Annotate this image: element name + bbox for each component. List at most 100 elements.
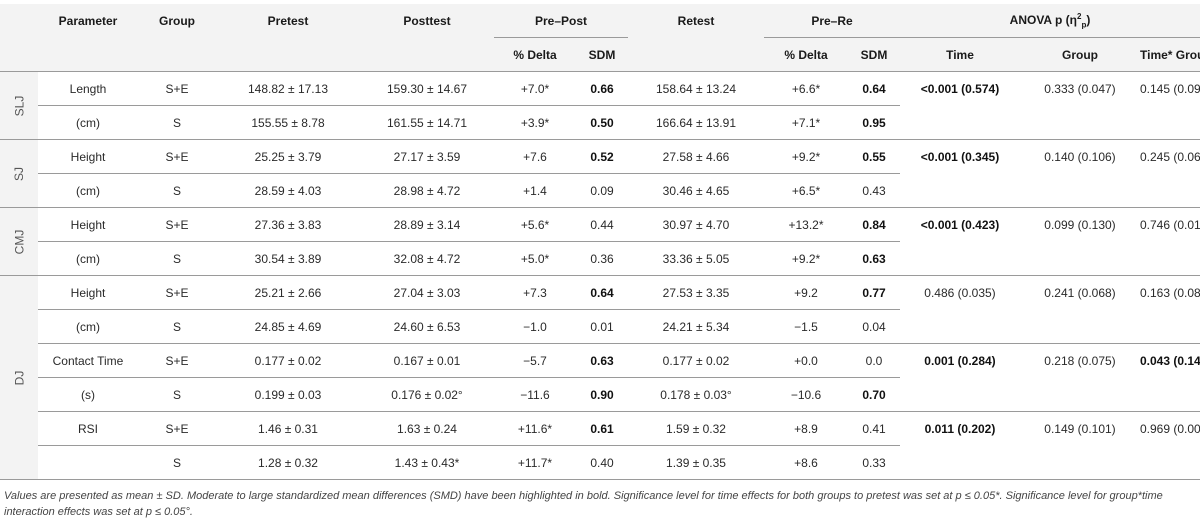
cell-param: RSI — [77, 421, 98, 436]
cell-sdm-pre-re: 0.04 — [848, 309, 900, 344]
cell-retest: 27.58 ± 4.66 — [662, 149, 730, 164]
header-sdm-2: SDM — [848, 37, 900, 72]
cell-anova-group: 0.149 (0.101) — [1044, 421, 1116, 436]
cell-retest: 30.46 ± 4.65 — [628, 173, 764, 208]
cell-pretest: 1.28 ± 0.32 — [216, 445, 360, 480]
header-parameter: Parameter — [38, 4, 138, 38]
cell-retest: 0.177 ± 0.02 — [662, 353, 730, 368]
cell-anova-time: 0.001 (0.284) — [924, 353, 996, 368]
cell-sdm-pre-re: 0.55 — [862, 149, 886, 164]
cell-retest: 158.64 ± 13.24 — [656, 81, 736, 96]
header-sdm-1: SDM — [576, 37, 628, 72]
table-row: SLJ Length S+E 148.82 ± 17.13 159.30 ± 1… — [0, 71, 1200, 140]
header-pct-delta-2: % Delta — [764, 37, 848, 72]
header-anova: ANOVA p (η2p) — [900, 4, 1200, 38]
cell-sdm-pre-post: 0.40 — [576, 445, 628, 480]
table-row: DJ Height S+E 25.21 ± 2.66 27.04 ± 3.03 … — [0, 275, 1200, 480]
cell-sdm-pre-post: 0.50 — [576, 105, 628, 140]
table-row: CMJ Height S+E 27.36 ± 3.83 28.89 ± 3.14… — [0, 207, 1200, 276]
cell-param: (cm) — [38, 241, 138, 276]
cell-pretest: 28.59 ± 4.03 — [216, 173, 360, 208]
cell-param: Length — [69, 81, 107, 96]
table-row: (s) S 0.199 ± 0.03 0.176 ± 0.02° −11.6 0… — [0, 377, 1200, 412]
cell-sdm-pre-re: 0.70 — [848, 377, 900, 412]
cell-pretest: 27.36 ± 3.83 — [254, 217, 322, 232]
cell-group: S — [138, 377, 216, 412]
cell-retest: 33.36 ± 5.05 — [628, 241, 764, 276]
cell-retest: 1.59 ± 0.32 — [666, 421, 726, 436]
cell-group: S — [138, 309, 216, 344]
table-row: (cm) S 28.59 ± 4.03 28.98 ± 4.72 +1.4 0.… — [0, 173, 1200, 208]
cell-anova-time: <0.001 (0.345) — [920, 149, 1000, 164]
cell-pretest: 0.199 ± 0.03 — [216, 377, 360, 412]
table-row: SJ Height S+E 25.25 ± 3.79 27.17 ± 3.59 … — [0, 139, 1200, 208]
cell-delta-pre-post: −11.6 — [494, 377, 576, 412]
cell-sdm-pre-post: 0.01 — [576, 309, 628, 344]
cell-anova-time: 0.011 (0.202) — [924, 421, 996, 436]
cell-delta-pre-post: +11.7* — [494, 445, 576, 480]
cell-sdm-pre-re: 0.41 — [862, 421, 886, 436]
cell-delta-pre-re: +8.6 — [764, 445, 848, 480]
cell-delta-pre-re: +9.2* — [791, 149, 821, 164]
cell-group: S+E — [165, 353, 189, 368]
cell-group: S+E — [165, 217, 189, 232]
cell-pretest: 25.21 ± 2.66 — [254, 285, 322, 300]
cell-posttest: 27.04 ± 3.03 — [393, 285, 461, 300]
cell-pretest: 30.54 ± 3.89 — [216, 241, 360, 276]
cell-anova-group: 0.099 (0.130) — [1044, 217, 1116, 232]
cell-retest: 24.21 ± 5.34 — [628, 309, 764, 344]
cell-pretest: 0.177 ± 0.02 — [254, 353, 322, 368]
cell-posttest: 28.98 ± 4.72 — [360, 173, 494, 208]
cell-param: (cm) — [38, 309, 138, 344]
cell-group: S+E — [165, 81, 189, 96]
cell-group: S+E — [165, 149, 189, 164]
header-group: Group — [138, 4, 216, 38]
cell-anova-group: 0.140 (0.106) — [1044, 149, 1116, 164]
cell-sdm-pre-post: 0.64 — [590, 285, 614, 300]
cell-group: S+E — [165, 285, 189, 300]
cell-posttest: 0.167 ± 0.01 — [393, 353, 461, 368]
cell-group: S — [138, 241, 216, 276]
cell-posttest: 24.60 ± 6.53 — [360, 309, 494, 344]
results-table: Parameter Group Pretest Posttest Pre–Pos… — [0, 4, 1200, 480]
cell-posttest: 28.89 ± 3.14 — [393, 217, 461, 232]
corner-cell — [0, 4, 38, 38]
table-row: S 1.28 ± 0.32 1.43 ± 0.43* +11.7* 0.40 1… — [0, 445, 1200, 480]
cell-sdm-pre-re: 0.63 — [848, 241, 900, 276]
cell-anova-time: <0.001 (0.574) — [920, 81, 1000, 96]
cell-delta-pre-post: +3.9* — [494, 105, 576, 140]
header-pretest: Pretest — [216, 4, 360, 38]
header-retest: Retest — [628, 4, 764, 38]
cell-anova-time-group: 0.145 (0.092) — [1140, 81, 1200, 96]
cell-param: (cm) — [38, 173, 138, 208]
header-pre-re: Pre–Re — [764, 4, 900, 38]
cell-anova-time-group: 0.043 (0.146) — [1140, 353, 1200, 368]
cell-delta-pre-post: +5.6* — [520, 217, 550, 232]
cell-delta-pre-re: +6.6* — [791, 81, 821, 96]
cell-delta-pre-post: +1.4 — [494, 173, 576, 208]
cell-group: S — [138, 105, 216, 140]
cell-delta-pre-post: −5.7 — [523, 353, 547, 368]
cell-delta-pre-post: +11.6* — [517, 421, 553, 436]
cell-retest: 166.64 ± 13.91 — [628, 105, 764, 140]
cell-posttest: 161.55 ± 14.71 — [360, 105, 494, 140]
cell-posttest: 1.43 ± 0.43* — [360, 445, 494, 480]
section-label-cmj: CMJ — [0, 207, 38, 276]
cell-sdm-pre-re: 0.43 — [848, 173, 900, 208]
cell-delta-pre-re: +8.9 — [794, 421, 818, 436]
cell-sdm-pre-post: 0.66 — [590, 81, 614, 96]
cell-sdm-pre-post: 0.61 — [590, 421, 614, 436]
cell-posttest: 0.176 ± 0.02° — [360, 377, 494, 412]
cell-sdm-pre-re: 0.64 — [862, 81, 886, 96]
cell-delta-pre-post: +7.0* — [520, 81, 550, 96]
cell-delta-pre-post: +7.6 — [523, 149, 547, 164]
cell-anova-time-group: 0.969 (0.002) — [1140, 421, 1200, 436]
cell-anova-time: 0.486 (0.035) — [924, 285, 996, 300]
cell-anova-time-group: 0.245 (0.068) — [1140, 149, 1200, 164]
cell-sdm-pre-post: 0.63 — [590, 353, 614, 368]
cell-sdm-pre-post: 0.52 — [590, 149, 614, 164]
cell-delta-pre-re: +6.5* — [764, 173, 848, 208]
cell-sdm-pre-re: 0.77 — [862, 285, 886, 300]
cell-anova-time-group: 0.163 (0.087) — [1140, 285, 1200, 300]
